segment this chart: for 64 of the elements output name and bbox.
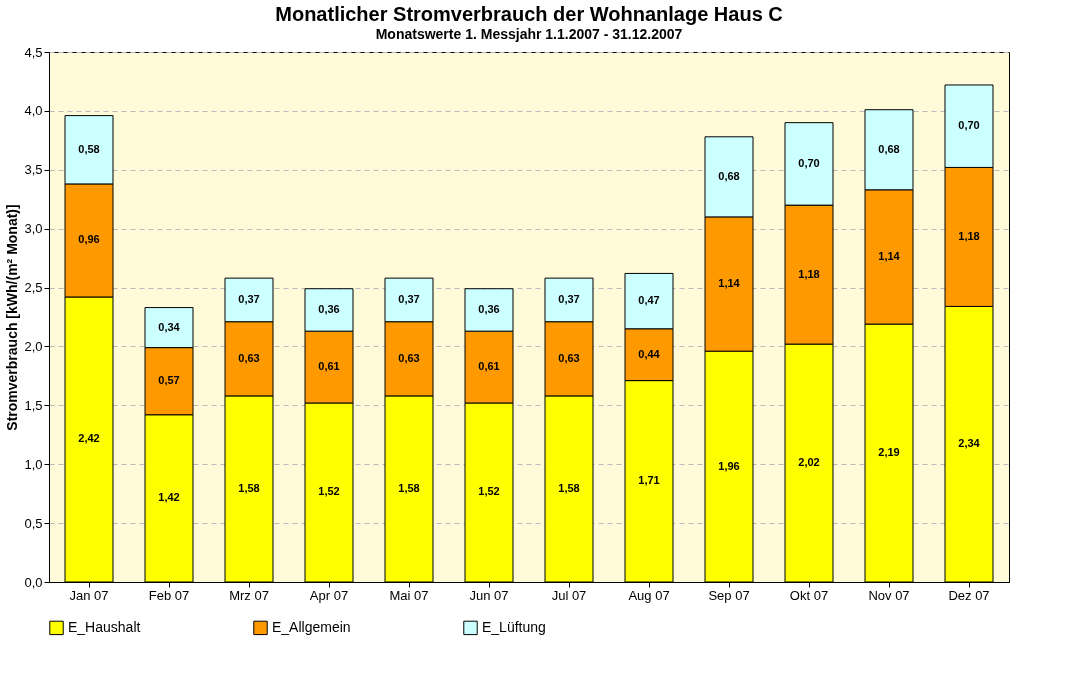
data-label: 0,44: [638, 347, 661, 360]
data-label: 0,70: [958, 119, 980, 132]
legend-label: E_Lüftung: [482, 618, 546, 635]
data-label: 0,68: [878, 142, 900, 155]
data-label: 0,37: [238, 292, 260, 305]
legend-label: E_Haushalt: [68, 618, 141, 635]
y-tick-label: 4,0: [24, 103, 43, 119]
data-label: 1,52: [318, 485, 340, 498]
y-tick-label: 0,5: [24, 515, 43, 531]
data-label: 0,37: [558, 292, 580, 305]
x-tick-label: Sep 07: [708, 587, 750, 603]
data-label: 1,58: [238, 481, 260, 494]
chart-subtitle: Monatswerte 1. Messjahr 1.1.2007 - 31.12.2007: [375, 26, 683, 42]
x-tick-label: Jul 07: [551, 587, 587, 603]
x-tick-label: Mai 07: [389, 587, 429, 603]
y-tick-label: 0,0: [24, 574, 43, 590]
x-tick-label: Okt 07: [789, 587, 829, 603]
data-label: 0,70: [798, 156, 820, 169]
data-label: 0,36: [478, 302, 500, 315]
data-label: 0,68: [718, 169, 740, 182]
y-tick-label: 1,0: [24, 456, 43, 472]
x-tick-label: Aug 07: [628, 587, 670, 603]
data-label: 1,58: [558, 481, 580, 494]
data-label: 2,34: [958, 437, 981, 450]
legend-label: E_Allgemein: [272, 618, 351, 635]
data-label: 0,34: [158, 320, 181, 333]
data-label: 1,52: [478, 485, 500, 498]
x-tick-label: Feb 07: [148, 587, 190, 603]
y-axis-title: Stromverbrauch [kWh/(m² Monat)]: [4, 204, 21, 431]
y-tick-label: 4,5: [24, 44, 43, 60]
data-label: 0,47: [638, 294, 660, 307]
data-label: 1,71: [638, 474, 660, 487]
data-label: 1,96: [718, 459, 740, 472]
data-label: 1,42: [158, 491, 180, 504]
y-tick-label: 2,0: [24, 338, 43, 354]
data-label: 2,02: [798, 456, 820, 469]
data-label: 0,61: [478, 360, 500, 373]
chart-title: Monatlicher Stromverbrauch der Wohnanlage Haus C: [275, 3, 783, 25]
y-tick-label: 1,5: [24, 397, 43, 413]
data-label: 0,58: [78, 142, 100, 155]
data-label: 2,19: [878, 446, 900, 459]
data-label: 0,57: [158, 374, 180, 387]
data-label: 0,37: [398, 292, 420, 305]
x-tick-label: Dez 07: [948, 587, 990, 603]
data-label: 1,14: [718, 277, 741, 290]
data-label: 0,63: [558, 351, 580, 364]
x-tick-label: Jun 07: [469, 587, 509, 603]
y-tick-label: 2,5: [24, 280, 43, 296]
data-label: 0,61: [318, 360, 340, 373]
x-tick-label: Mrz 07: [229, 587, 269, 603]
x-tick-label: Nov 07: [868, 587, 910, 603]
data-label: 1,18: [958, 229, 980, 242]
data-label: 1,58: [398, 481, 420, 494]
x-tick-label: Apr 07: [309, 587, 349, 603]
data-label: 0,63: [238, 351, 260, 364]
data-label: 0,96: [78, 233, 100, 246]
y-tick-label: 3,0: [24, 221, 43, 237]
data-label: 2,42: [78, 432, 100, 445]
y-tick-label: 3,5: [24, 162, 43, 178]
x-tick-label: Jan 07: [69, 587, 109, 603]
data-label: 1,18: [798, 267, 820, 280]
data-label: 0,63: [398, 351, 420, 364]
data-label: 0,36: [318, 302, 340, 315]
data-label: 1,14: [878, 249, 901, 262]
